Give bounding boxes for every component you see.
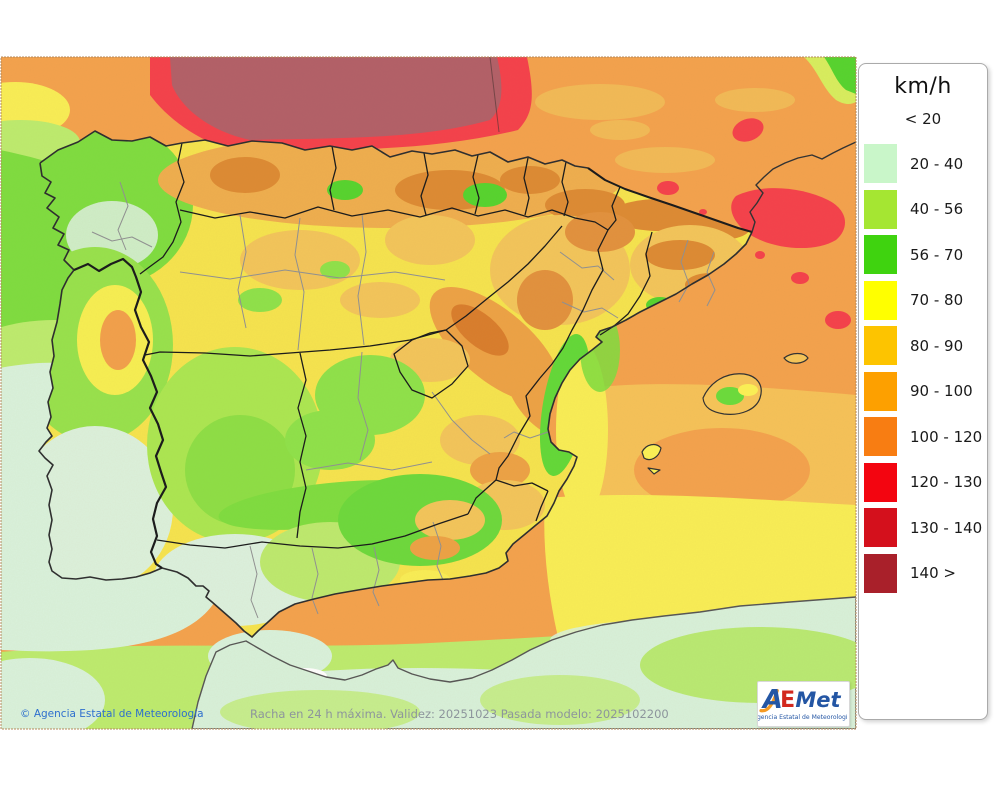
france-coast bbox=[749, 141, 856, 233]
legend-row: 100 - 120 bbox=[859, 414, 987, 460]
logo-swoosh bbox=[759, 688, 779, 713]
legend-row: 130 - 140 bbox=[859, 505, 987, 551]
legend-swatch bbox=[864, 508, 897, 548]
copyright-text: © Agencia Estatal de Meteorología bbox=[20, 708, 204, 720]
legend-row: 20 - 40 bbox=[859, 141, 987, 187]
aemet-logo: A E Met Agencia Estatal de Meteorología bbox=[753, 681, 852, 727]
legend-swatch bbox=[864, 417, 897, 457]
logo-letter-e: E bbox=[780, 688, 795, 713]
portugal-border bbox=[73, 257, 168, 569]
legend-row: 70 - 80 bbox=[859, 278, 987, 324]
legend-label: 90 - 100 bbox=[910, 382, 973, 401]
legend-no-swatch-label: < 20 bbox=[904, 110, 942, 128]
legend-label: 130 - 140 bbox=[910, 518, 983, 537]
legend-row: 90 - 100 bbox=[859, 369, 987, 415]
legend-label: 70 - 80 bbox=[910, 291, 964, 310]
legend-swatch bbox=[864, 462, 897, 502]
map-frame bbox=[0, 56, 857, 730]
legend-label: 20 - 40 bbox=[910, 154, 964, 173]
legend-label: 100 - 120 bbox=[910, 427, 983, 446]
pyrenees-border bbox=[587, 167, 753, 233]
legend-swatch bbox=[864, 371, 897, 411]
legend-panel: km/h < 20 20 - 40 40 - 56 56 - 70 70 - 80 80… bbox=[858, 63, 988, 720]
legend-row: 120 - 130 bbox=[859, 460, 987, 506]
balearic-islands bbox=[641, 352, 809, 475]
map-caption: Racha en 24 h máxima. Validez: 20251023 … bbox=[250, 707, 669, 721]
logo-letter-met: Met bbox=[795, 688, 841, 712]
legend-swatch bbox=[864, 553, 897, 593]
legend-swatch bbox=[864, 144, 897, 184]
legend-row: 56 - 70 bbox=[859, 232, 987, 278]
legend-swatch bbox=[864, 189, 897, 229]
legend-row: 140 > bbox=[859, 551, 987, 597]
province-borders bbox=[91, 181, 716, 619]
aemet-logo-graphic: A E Met Agencia Estatal de Meteorología bbox=[753, 685, 852, 721]
legend-label: 80 - 90 bbox=[910, 336, 964, 355]
legend-row: 40 - 56 bbox=[859, 187, 987, 233]
legend-swatch bbox=[864, 326, 897, 366]
legend-swatch bbox=[864, 280, 897, 320]
legend-label: 40 - 56 bbox=[910, 200, 964, 219]
legend-label: 140 > bbox=[910, 564, 956, 583]
legend-swatch bbox=[864, 235, 897, 275]
legend-label: 120 - 130 bbox=[910, 473, 983, 492]
coastline bbox=[38, 130, 856, 638]
logo-subtitle: Agencia Estatal de Meteorología bbox=[758, 713, 847, 721]
logo-letter-a: A bbox=[761, 685, 783, 715]
legend-entries: 20 - 40 40 - 56 56 - 70 70 - 80 80 - 90 90 - … bbox=[859, 141, 987, 596]
legend-row: 80 - 90 bbox=[859, 323, 987, 369]
legend-title: km/h bbox=[894, 74, 952, 99]
legend-label: 56 - 70 bbox=[910, 245, 964, 264]
region-borders bbox=[139, 142, 653, 549]
